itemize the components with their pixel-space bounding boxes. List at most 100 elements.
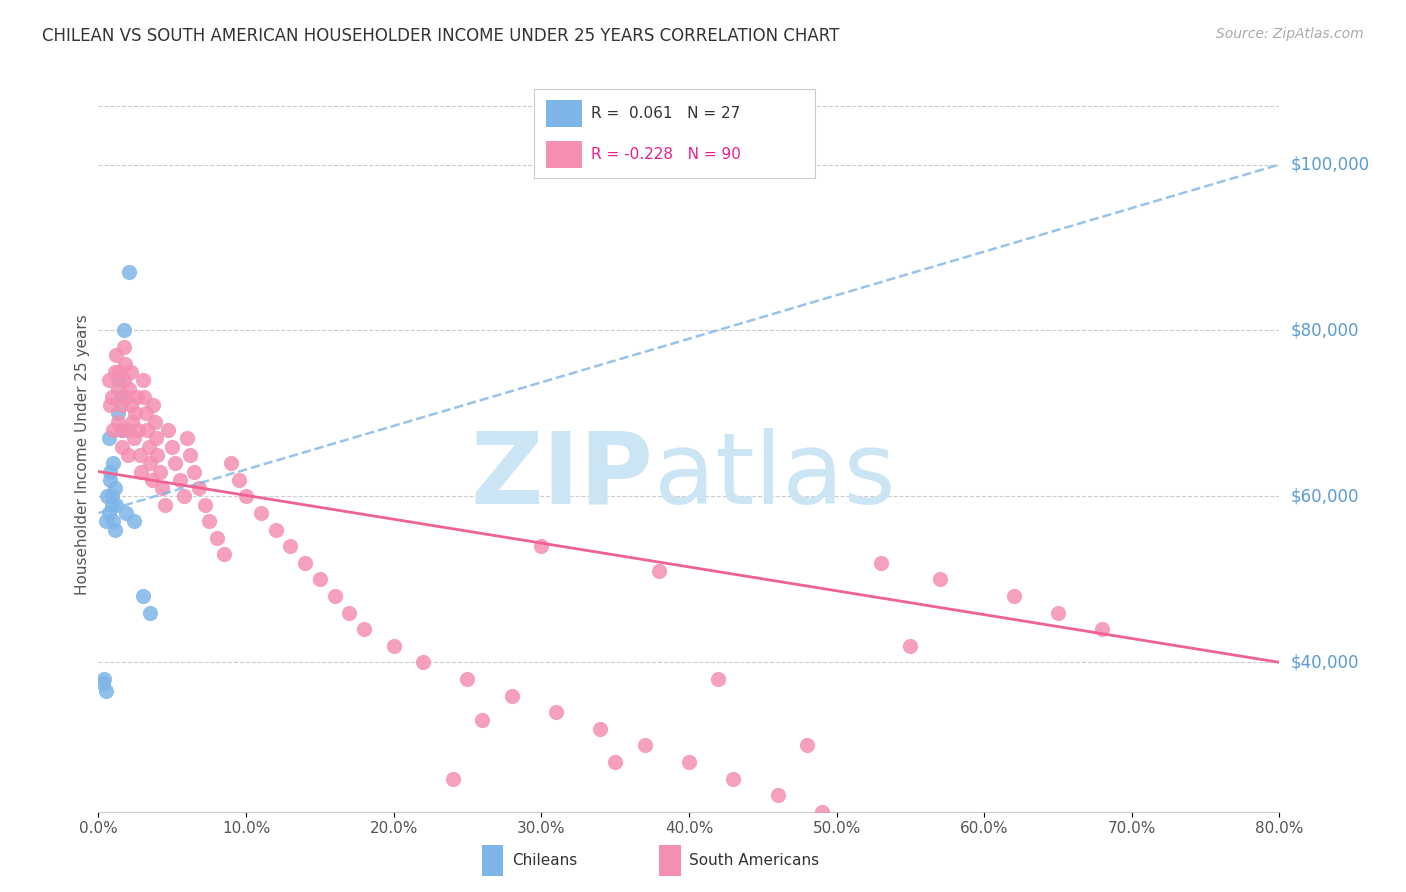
Text: Source: ZipAtlas.com: Source: ZipAtlas.com bbox=[1216, 27, 1364, 41]
Text: $80,000: $80,000 bbox=[1291, 321, 1360, 340]
Text: atlas: atlas bbox=[654, 428, 896, 524]
Point bbox=[127, 423, 149, 437]
Point bbox=[107, 415, 129, 429]
Point bbox=[136, 423, 159, 437]
Text: $40,000: $40,000 bbox=[1291, 653, 1360, 672]
Point bbox=[125, 390, 148, 404]
Point bbox=[869, 556, 891, 570]
Point bbox=[810, 805, 832, 819]
Point bbox=[134, 390, 156, 404]
Point bbox=[138, 440, 160, 454]
Point bbox=[107, 406, 129, 420]
Point bbox=[94, 514, 117, 528]
Text: Chileans: Chileans bbox=[512, 854, 576, 868]
Point bbox=[198, 514, 221, 528]
Point bbox=[219, 456, 242, 470]
Point bbox=[141, 473, 163, 487]
Point bbox=[114, 357, 136, 371]
Text: South Americans: South Americans bbox=[689, 854, 820, 868]
Point bbox=[441, 772, 464, 786]
Text: R =  0.061   N = 27: R = 0.061 N = 27 bbox=[591, 106, 740, 120]
Point bbox=[176, 431, 198, 445]
Point bbox=[104, 523, 127, 537]
Point bbox=[128, 448, 150, 462]
Point bbox=[169, 473, 191, 487]
Point bbox=[135, 406, 157, 420]
Point bbox=[766, 788, 789, 802]
Point bbox=[117, 448, 139, 462]
Point bbox=[118, 265, 141, 279]
Point bbox=[212, 548, 235, 562]
Point bbox=[648, 564, 671, 578]
Point bbox=[194, 498, 217, 512]
Point bbox=[235, 490, 257, 504]
Point bbox=[97, 506, 120, 520]
Point bbox=[103, 514, 125, 528]
Point bbox=[142, 398, 165, 412]
Point bbox=[146, 448, 169, 462]
Point bbox=[115, 390, 138, 404]
Point bbox=[122, 431, 145, 445]
Point bbox=[179, 448, 201, 462]
Point bbox=[150, 481, 173, 495]
Point bbox=[129, 465, 152, 479]
Point bbox=[294, 556, 316, 570]
Point bbox=[98, 473, 121, 487]
Point bbox=[118, 382, 141, 396]
Point bbox=[382, 639, 405, 653]
Point bbox=[143, 415, 166, 429]
Point bbox=[122, 514, 145, 528]
Point bbox=[96, 490, 118, 504]
Point bbox=[162, 440, 183, 454]
Point bbox=[205, 531, 228, 545]
Point bbox=[530, 539, 553, 553]
Point bbox=[145, 431, 167, 445]
Point bbox=[115, 506, 138, 520]
Point bbox=[105, 348, 128, 362]
Point bbox=[353, 622, 375, 636]
Point bbox=[589, 722, 612, 736]
Point bbox=[633, 739, 655, 753]
Point bbox=[112, 323, 135, 337]
Point bbox=[149, 465, 172, 479]
Point bbox=[100, 498, 122, 512]
Point bbox=[796, 739, 818, 753]
Point bbox=[91, 676, 114, 690]
Point bbox=[156, 423, 179, 437]
Point bbox=[337, 606, 360, 620]
Text: $60,000: $60,000 bbox=[1291, 487, 1360, 506]
Point bbox=[173, 490, 195, 504]
Point bbox=[110, 423, 132, 437]
Point bbox=[111, 423, 134, 437]
Bar bbox=[659, 846, 681, 876]
Point bbox=[132, 589, 155, 603]
Bar bbox=[546, 141, 582, 168]
Point bbox=[900, 639, 922, 653]
Point bbox=[928, 573, 950, 587]
Point bbox=[105, 498, 128, 512]
Point bbox=[104, 481, 127, 495]
Point bbox=[110, 398, 132, 412]
Point bbox=[165, 456, 187, 470]
Bar bbox=[546, 100, 582, 127]
Point bbox=[471, 714, 494, 728]
Point bbox=[132, 373, 155, 387]
Point bbox=[187, 481, 209, 495]
Point bbox=[139, 456, 162, 470]
Point bbox=[124, 406, 146, 420]
Point bbox=[98, 465, 121, 479]
Point bbox=[1091, 622, 1114, 636]
Point bbox=[112, 373, 135, 387]
Point bbox=[120, 398, 142, 412]
Point bbox=[678, 755, 700, 769]
Point bbox=[107, 382, 129, 396]
Point bbox=[112, 340, 135, 354]
Point bbox=[97, 431, 120, 445]
Point bbox=[501, 689, 523, 703]
Point bbox=[153, 498, 176, 512]
Point bbox=[103, 423, 125, 437]
Point bbox=[605, 755, 627, 769]
Point bbox=[100, 390, 122, 404]
Point bbox=[120, 365, 142, 379]
Point bbox=[97, 373, 120, 387]
